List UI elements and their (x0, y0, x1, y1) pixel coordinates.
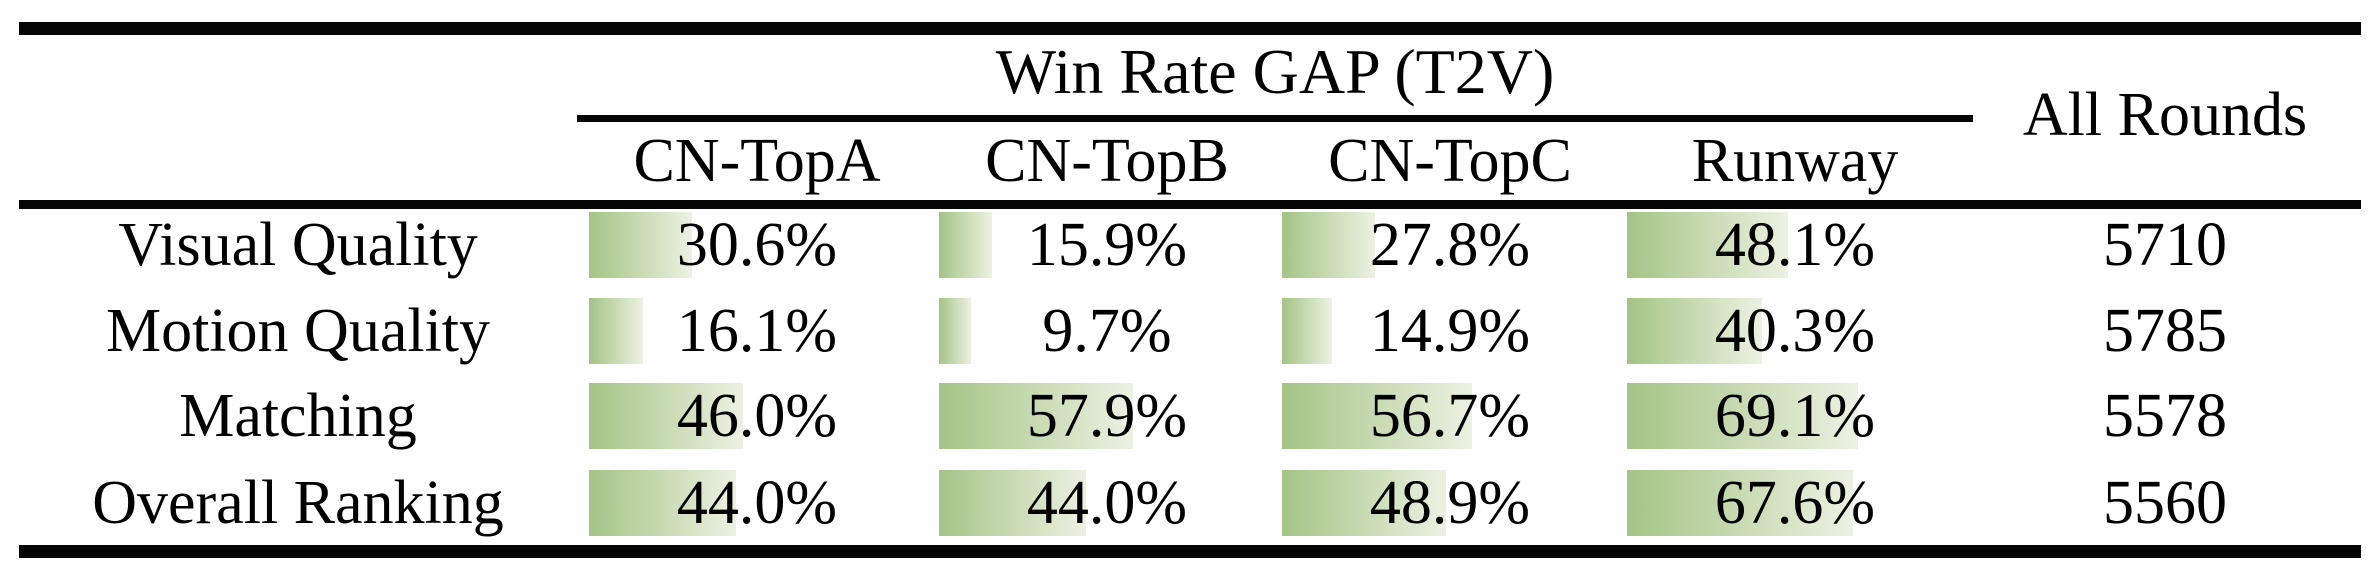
cell-overall-ranking-runway: 67.6% (1627, 460, 1963, 546)
win-rate-value: 57.9% (1026, 382, 1188, 450)
win-rate-value: 14.9% (1369, 297, 1531, 365)
win-rate-value: 69.1% (1714, 382, 1876, 450)
cell-matching-cn-topb: 57.9% (939, 373, 1275, 459)
row-label: Visual Quality (118, 211, 478, 279)
column-header-runway: Runway (1691, 127, 1899, 195)
row-label: Matching (179, 382, 417, 450)
all-rounds-value: 5560 (2103, 469, 2227, 537)
cell-motion-quality-cn-topa: 16.1% (589, 288, 925, 374)
cell-matching-cn-topc: 56.7% (1282, 373, 1618, 459)
win-rate-bar (939, 470, 1087, 536)
win-rate-value: 48.9% (1369, 469, 1531, 537)
column-header-cn-topc: CN-TopC (1328, 127, 1572, 195)
cell-matching-cn-topa: 46.0% (589, 373, 925, 459)
table-bottom-rule (19, 545, 2361, 558)
win-rate-value: 46.0% (676, 382, 838, 450)
win-rate-bar (1282, 212, 1376, 278)
win-rate-value: 40.3% (1714, 297, 1876, 365)
group-header-underline-rule (577, 115, 1973, 122)
cell-matching-runway: 69.1% (1627, 373, 1963, 459)
win-rate-value: 15.9% (1026, 211, 1188, 279)
win-rate-bar (589, 212, 692, 278)
win-rate-value: 30.6% (676, 211, 838, 279)
cell-overall-ranking-cn-topb: 44.0% (939, 460, 1275, 546)
win-rate-value: 27.8% (1369, 211, 1531, 279)
table-row-matching: Matching 46.0% 57.9% 56.7% 69.1% 5578 (0, 373, 2376, 459)
all-rounds-value: 5578 (2103, 382, 2227, 450)
win-rate-bar (1282, 470, 1446, 536)
group-header-win-rate-gap: Win Rate GAP (T2V) (995, 36, 1555, 107)
win-rate-bar (589, 383, 744, 449)
win-rate-value: 16.1% (676, 297, 838, 365)
all-rounds-value: 5710 (2103, 211, 2227, 279)
cell-motion-quality-cn-topc: 14.9% (1282, 288, 1618, 374)
win-rate-bar (1627, 212, 1789, 278)
column-header-cn-topa: CN-TopA (633, 127, 881, 195)
win-rate-value: 9.7% (1042, 297, 1172, 365)
win-rate-bar (1282, 298, 1332, 364)
cell-motion-quality-runway: 40.3% (1627, 288, 1963, 374)
win-rate-value: 48.1% (1714, 211, 1876, 279)
win-rate-bar (939, 298, 972, 364)
win-rate-bar (939, 383, 1133, 449)
win-rate-bar (939, 212, 993, 278)
win-rate-value: 44.0% (1026, 469, 1188, 537)
cell-visual-quality-cn-topb: 15.9% (939, 202, 1275, 288)
win-rate-value: 67.6% (1714, 469, 1876, 537)
cell-visual-quality-cn-topa: 30.6% (589, 202, 925, 288)
win-rate-bar (589, 298, 643, 364)
cell-motion-quality-cn-topb: 9.7% (939, 288, 1275, 374)
win-rate-bar (1627, 470, 1854, 536)
cell-overall-ranking-cn-topa: 44.0% (589, 460, 925, 546)
win-rate-value: 44.0% (676, 469, 838, 537)
table-row-visual-quality: Visual Quality 30.6% 15.9% 27.8% 48.1% 5… (0, 202, 2376, 288)
column-header-cn-topb: CN-TopB (985, 127, 1229, 195)
all-rounds-value: 5785 (2103, 297, 2227, 365)
cell-visual-quality-cn-topc: 27.8% (1282, 202, 1618, 288)
table-row-motion-quality: Motion Quality 16.1% 9.7% 14.9% 40.3% 57… (0, 288, 2376, 374)
win-rate-bar (589, 470, 737, 536)
header-separator-rule (19, 200, 2361, 209)
win-rate-value: 56.7% (1369, 382, 1531, 450)
win-rate-bar (1627, 383, 1859, 449)
table-top-rule (19, 22, 2361, 35)
row-label: Motion Quality (105, 297, 491, 365)
table-row-overall-ranking: Overall Ranking 44.0% 44.0% 48.9% 67.6% … (0, 460, 2376, 546)
win-rate-bar (1627, 298, 1762, 364)
column-header-all-rounds: All Rounds (2022, 81, 2308, 149)
row-label: Overall Ranking (92, 469, 504, 537)
win-rate-bar (1282, 383, 1472, 449)
cell-visual-quality-runway: 48.1% (1627, 202, 1963, 288)
cell-overall-ranking-cn-topc: 48.9% (1282, 460, 1618, 546)
